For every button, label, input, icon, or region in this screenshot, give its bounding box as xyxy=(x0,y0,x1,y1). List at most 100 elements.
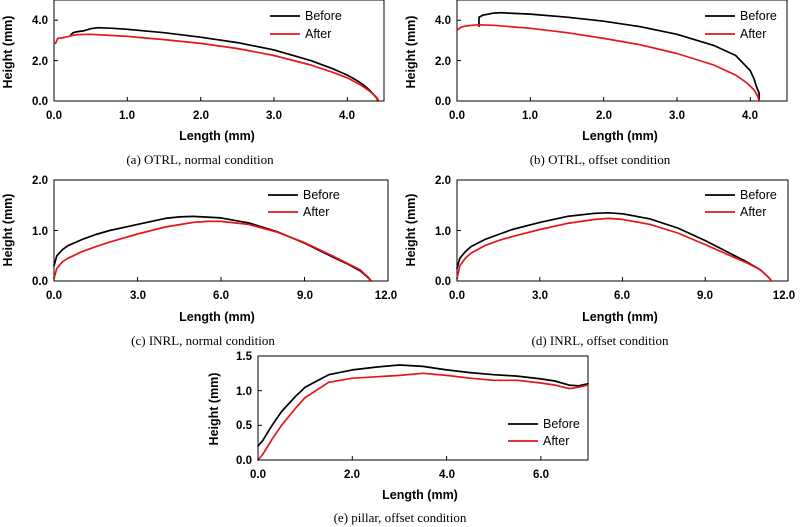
ytick-label: 0.5 xyxy=(236,420,253,432)
xtick-label: 0.0 xyxy=(250,469,266,481)
xtick-label: 6.0 xyxy=(614,290,630,302)
xtick-label: 2.0 xyxy=(193,110,209,122)
legend-label-after: After xyxy=(543,434,569,448)
series-after-line xyxy=(53,220,373,282)
ticks-layer xyxy=(456,179,789,282)
series-before-line xyxy=(478,11,760,102)
panel-caption: (c) INRL, normal condition xyxy=(131,333,275,348)
legend-label-after: After xyxy=(305,27,331,41)
xtick-label: 12.0 xyxy=(375,290,397,302)
plot-frame xyxy=(456,179,789,282)
legend-label-after: After xyxy=(303,205,329,219)
panel-e: 0.0 0.5 1.0 1.5 0.0 2.0 4.0 6.0 Length (… xyxy=(207,351,589,525)
series-layer xyxy=(257,364,589,461)
ytick-label: 2.0 xyxy=(435,56,451,68)
legend-label-before: Before xyxy=(740,188,777,202)
series-after-line xyxy=(456,217,773,282)
ytick-label: 0.0 xyxy=(435,96,451,108)
legend-label-before: Before xyxy=(740,9,777,23)
ytick-label: 2.0 xyxy=(435,175,451,187)
plot-frame xyxy=(257,355,589,461)
x-axis-title: Length (mm) xyxy=(382,488,458,502)
ytick-label: 4.0 xyxy=(435,15,451,27)
legend: Before After xyxy=(270,9,342,41)
panel-caption: (a) OTRL, normal condition xyxy=(126,152,274,167)
xtick-label: 3.0 xyxy=(266,110,282,122)
ytick-label: 1.0 xyxy=(236,386,252,398)
legend-label-before: Before xyxy=(543,417,580,431)
ytick-label: 0.0 xyxy=(236,455,252,467)
panel-c: 0.0 1.0 2.0 0.0 3.0 6.0 9.0 12.0 Length … xyxy=(1,175,397,348)
panel-caption: (b) OTRL, offset condition xyxy=(530,152,671,167)
ytick-label: 1.5 xyxy=(236,351,253,363)
xtick-label: 3.0 xyxy=(669,110,685,122)
y-axis-title: Height (mm) xyxy=(1,16,15,89)
series-after-line xyxy=(257,372,589,461)
series-before-line xyxy=(456,211,773,282)
xtick-label: 9.0 xyxy=(697,290,713,302)
ticks-layer xyxy=(257,355,542,461)
y-axis-title: Height (mm) xyxy=(404,16,418,89)
xtick-label: 9.0 xyxy=(297,290,313,302)
y-axis-title: Height (mm) xyxy=(1,194,15,267)
x-axis-title: Length (mm) xyxy=(179,129,255,143)
y-axis-title: Height (mm) xyxy=(404,194,418,267)
ytick-label: 0.0 xyxy=(32,96,48,108)
xtick-label: 1.0 xyxy=(119,110,135,122)
x-axis-title: Length (mm) xyxy=(582,310,658,324)
xtick-label: 2.0 xyxy=(344,469,360,481)
xtick-label: 3.0 xyxy=(130,290,146,302)
panel-a: 0.0 2.0 4.0 0.0 1.0 2.0 3.0 4.0 Length (… xyxy=(1,0,385,167)
series-before-line xyxy=(70,26,379,102)
legend: Before After xyxy=(508,417,580,448)
panel-b: 0.0 2.0 4.0 0.0 1.0 2.0 3.0 4.0 Length (… xyxy=(404,0,788,167)
ytick-label: 2.0 xyxy=(32,56,48,68)
series-layer xyxy=(456,11,760,102)
ticks-layer xyxy=(456,19,751,102)
xtick-label: 4.0 xyxy=(339,110,355,122)
plot-frame xyxy=(456,0,788,102)
xtick-label: 0.0 xyxy=(46,110,62,122)
legend: Before After xyxy=(705,9,777,41)
xtick-label: 6.0 xyxy=(213,290,229,302)
xtick-label: 0.0 xyxy=(449,290,465,302)
panel-d: 0.0 1.0 2.0 0.0 3.0 6.0 9.0 12.0 Length … xyxy=(404,175,795,348)
ytick-label: 1.0 xyxy=(32,226,48,238)
series-after-line xyxy=(456,23,760,102)
xtick-label: 0.0 xyxy=(46,290,62,302)
ytick-label: 2.0 xyxy=(32,175,48,187)
xtick-label: 3.0 xyxy=(532,290,548,302)
legend-label-after: After xyxy=(740,27,766,41)
panel-caption: (e) pillar, offset condition xyxy=(334,510,467,525)
xtick-label: 0.0 xyxy=(449,110,465,122)
series-layer xyxy=(456,211,773,282)
series-before-line xyxy=(257,364,589,447)
xtick-label: 12.0 xyxy=(773,290,795,302)
ticks-layer xyxy=(53,19,348,102)
panel-caption: (d) INRL, offset condition xyxy=(532,333,669,348)
x-axis-title: Length (mm) xyxy=(582,129,658,143)
legend: Before After xyxy=(268,188,340,219)
legend-label-before: Before xyxy=(303,188,340,202)
legend-label-before: Before xyxy=(305,9,342,23)
series-layer xyxy=(54,26,380,102)
xtick-label: 2.0 xyxy=(596,110,612,122)
xtick-label: 6.0 xyxy=(533,469,549,481)
legend-label-after: After xyxy=(740,205,766,219)
ytick-label: 1.0 xyxy=(435,226,451,238)
series-before-line xyxy=(53,215,373,282)
plot-frame xyxy=(53,0,385,102)
ytick-label: 4.0 xyxy=(32,15,48,27)
series-after-line xyxy=(54,33,380,102)
series-layer xyxy=(53,215,373,282)
ytick-label: 0.0 xyxy=(32,276,48,288)
ticks-layer xyxy=(53,179,389,282)
x-axis-title: Length (mm) xyxy=(179,310,255,324)
xtick-label: 1.0 xyxy=(522,110,538,122)
xtick-label: 4.0 xyxy=(439,469,455,481)
y-axis-title: Height (mm) xyxy=(207,373,221,446)
legend: Before After xyxy=(705,188,777,219)
xtick-label: 4.0 xyxy=(742,110,758,122)
ytick-label: 0.0 xyxy=(435,276,451,288)
